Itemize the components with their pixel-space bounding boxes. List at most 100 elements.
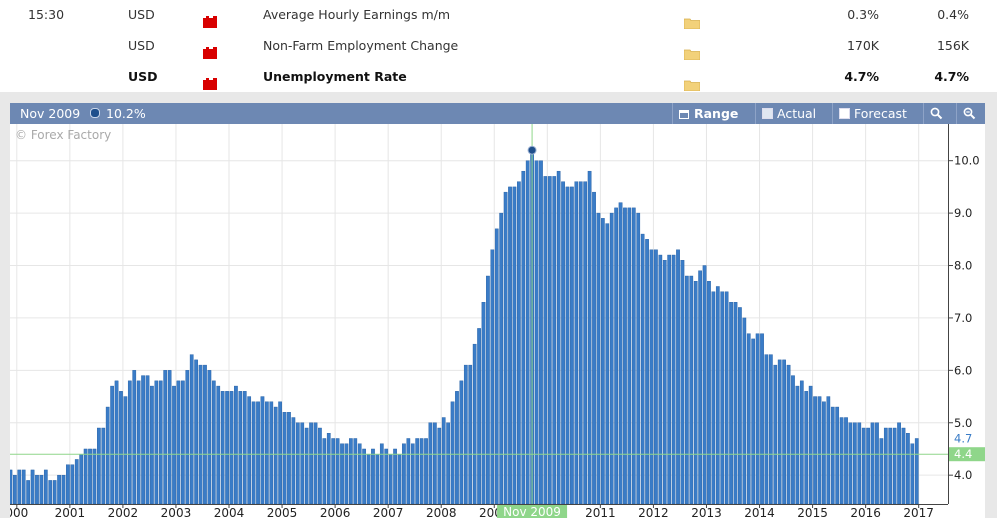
event-forecast: 4.7% [934,69,969,84]
data-bar [353,438,358,505]
zoom-out-button[interactable] [956,103,983,124]
data-bar [729,302,733,505]
calendar-table: 15:30 USD Average Hourly Earnings m/m 0.3% 0… [0,0,997,92]
calendar-row[interactable]: USD Non-Farm Employment Change 170K 156K [0,31,997,61]
data-bar [777,359,782,505]
high-impact-icon [203,40,217,59]
data-bar [163,370,168,505]
data-bar [822,401,826,505]
data-bar [592,191,596,505]
data-bar [897,422,901,505]
y-tick-label: 8.0 [954,259,972,273]
event-title[interactable]: Unemployment Rate [263,69,407,84]
data-bar [866,427,870,505]
data-bar [309,422,313,505]
folder-icon[interactable] [683,72,701,92]
forecast-checkbox-icon [839,108,850,119]
data-bar [685,275,689,505]
x-tick-label: 2014 [744,506,775,518]
data-bar [702,265,707,505]
folder-icon[interactable] [683,10,701,30]
data-bar [578,181,583,505]
y-tick-label: 4.0 [954,468,972,482]
x-tick-label: 2007 [373,506,404,518]
x-tick-label: 2001 [55,506,86,518]
data-bar [406,438,411,505]
forecast-toggle[interactable]: Forecast [832,103,925,124]
data-bar [61,474,66,505]
data-bar [114,380,119,505]
data-bar [10,469,13,505]
data-bar [689,275,694,505]
data-bar [127,380,132,505]
data-bar [207,370,212,505]
highlight-date-label: Nov 2009 [503,505,561,518]
event-forecast: 0.4% [937,7,969,22]
data-bar [676,249,680,505]
data-bar [446,422,450,505]
data-bar [145,375,150,505]
data-bar [857,422,862,505]
current-value-label: 4.7 [954,431,972,445]
data-bar [335,438,340,505]
actual-toggle[interactable]: Actual [755,103,838,124]
high-impact-icon [203,71,217,90]
data-bar [441,417,446,505]
data-bar [101,427,106,505]
data-bar [561,181,565,505]
data-bar [707,281,711,505]
data-bar [883,427,888,505]
zoom-in-button[interactable] [923,103,950,124]
data-bar [379,443,384,505]
data-bar [282,412,287,505]
data-bar [636,212,641,505]
calendar-row[interactable]: USD Unemployment Rate 4.7% 4.7% [0,62,997,92]
data-bar [570,186,574,505]
data-bar [70,464,75,505]
data-bar [901,427,906,505]
data-bar [43,469,48,505]
x-tick-label: 2012 [638,506,669,518]
calendar-row[interactable]: 15:30 USD Average Hourly Earnings m/m 0.3% 0… [0,0,997,30]
data-bar [472,343,477,505]
data-bar [481,302,486,505]
data-bar [906,433,910,505]
range-button[interactable]: Range [672,103,761,124]
data-bar [110,385,114,505]
data-bar [247,396,252,505]
data-bar [808,385,813,505]
data-bar [66,464,70,505]
data-bar [455,391,459,505]
chart-header: Nov 2009 10.2% Range Actual Forecast [10,103,985,124]
data-bar [769,354,773,505]
data-bar [826,396,831,505]
data-bar [791,375,795,505]
hover-dot-icon [90,103,100,124]
data-bar [693,281,698,505]
data-bar [269,401,274,505]
event-title[interactable]: Average Hourly Earnings m/m [263,7,451,22]
data-bar [671,254,676,505]
event-title[interactable]: Non-Farm Employment Change [263,38,459,53]
event-actual: 0.3% [847,7,879,22]
data-bar [508,186,512,505]
hover-date: Nov 2009 [20,106,81,121]
data-bar [136,380,141,505]
data-bar [123,396,128,505]
data-bar [79,454,84,505]
data-bar [326,433,331,505]
data-bar [490,249,495,505]
data-bar [835,406,840,505]
data-bar [198,364,203,505]
data-bar [627,207,632,505]
data-bar [220,391,225,505]
chart-panel: Nov 2009 10.2% Range Actual Forecast 4.0… [10,103,985,518]
data-bar [596,212,601,505]
watermark: © Forex Factory [15,128,111,142]
data-bar [424,438,428,505]
data-bar [189,354,194,505]
folder-icon[interactable] [683,41,701,61]
x-tick-label: 2005 [267,506,298,518]
data-bar [698,270,702,505]
event-currency: USD [128,69,158,84]
